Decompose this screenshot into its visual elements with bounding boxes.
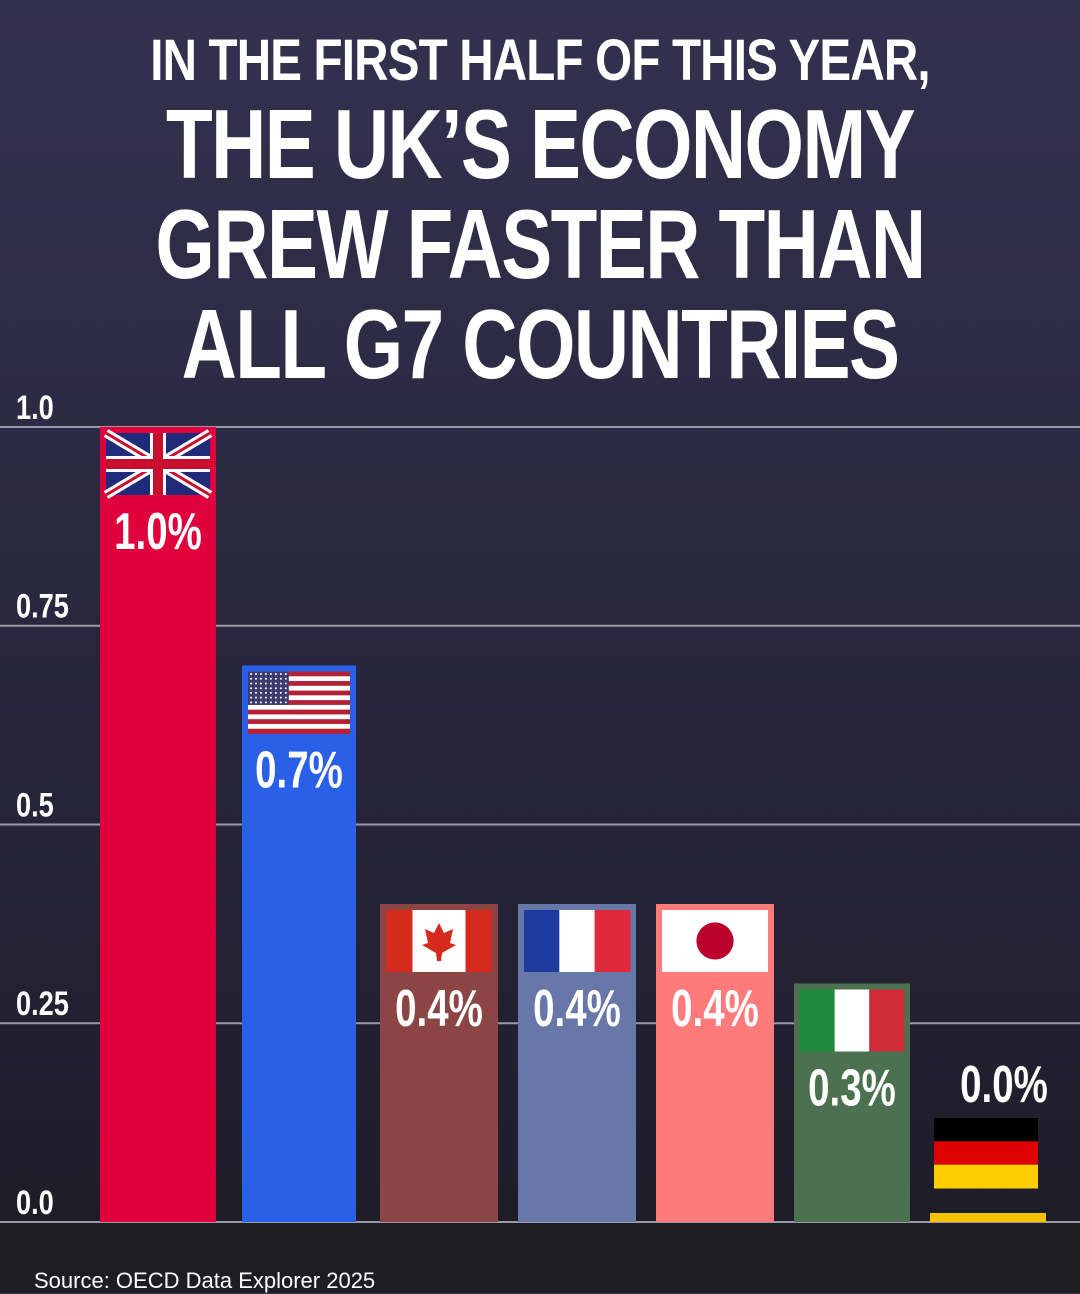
data-label-italy: 0.3% — [808, 1059, 896, 1117]
bar-usa — [242, 665, 356, 1222]
source-note: Source: OECD Data Explorer 2025 — [34, 1268, 376, 1293]
headline: IN THE FIRST HALF OF THIS YEAR, THE UK’S… — [0, 28, 1080, 394]
y-tick-label: 0.5 — [16, 786, 54, 825]
y-tick-label: 0.75 — [16, 587, 69, 626]
us-flag-icon — [248, 671, 350, 734]
chart-baseline-band — [0, 1222, 1080, 1293]
headline-line-3: GREW FASTER THAN — [155, 189, 926, 299]
data-label-germany: 0.0% — [960, 1055, 1048, 1113]
uk-flag-icon — [103, 429, 213, 499]
italy-flag-icon — [800, 989, 905, 1052]
headline-line-1: IN THE FIRST HALF OF THIS YEAR, — [150, 28, 930, 93]
data-label-canada: 0.4% — [395, 979, 483, 1037]
bar-uk — [100, 427, 216, 1222]
france-flag-icon — [524, 910, 631, 972]
headline-line-2: THE UK’S ECONOMY — [166, 89, 916, 199]
y-tick-label: 0.0 — [16, 1183, 54, 1222]
canada-flag-icon — [386, 910, 492, 972]
bar-germany — [930, 1213, 1046, 1222]
data-label-japan: 0.4% — [671, 979, 759, 1037]
data-label-uk: 1.0% — [114, 502, 202, 560]
headline-line-4: ALL G7 COUNTRIES — [181, 289, 900, 399]
y-tick-label: 1.0 — [16, 388, 54, 427]
y-tick-label: 0.25 — [16, 984, 69, 1023]
germany-flag-icon — [934, 1118, 1038, 1189]
japan-flag-icon — [662, 910, 768, 972]
data-label-france: 0.4% — [533, 979, 621, 1037]
data-label-usa: 0.7% — [255, 741, 343, 799]
